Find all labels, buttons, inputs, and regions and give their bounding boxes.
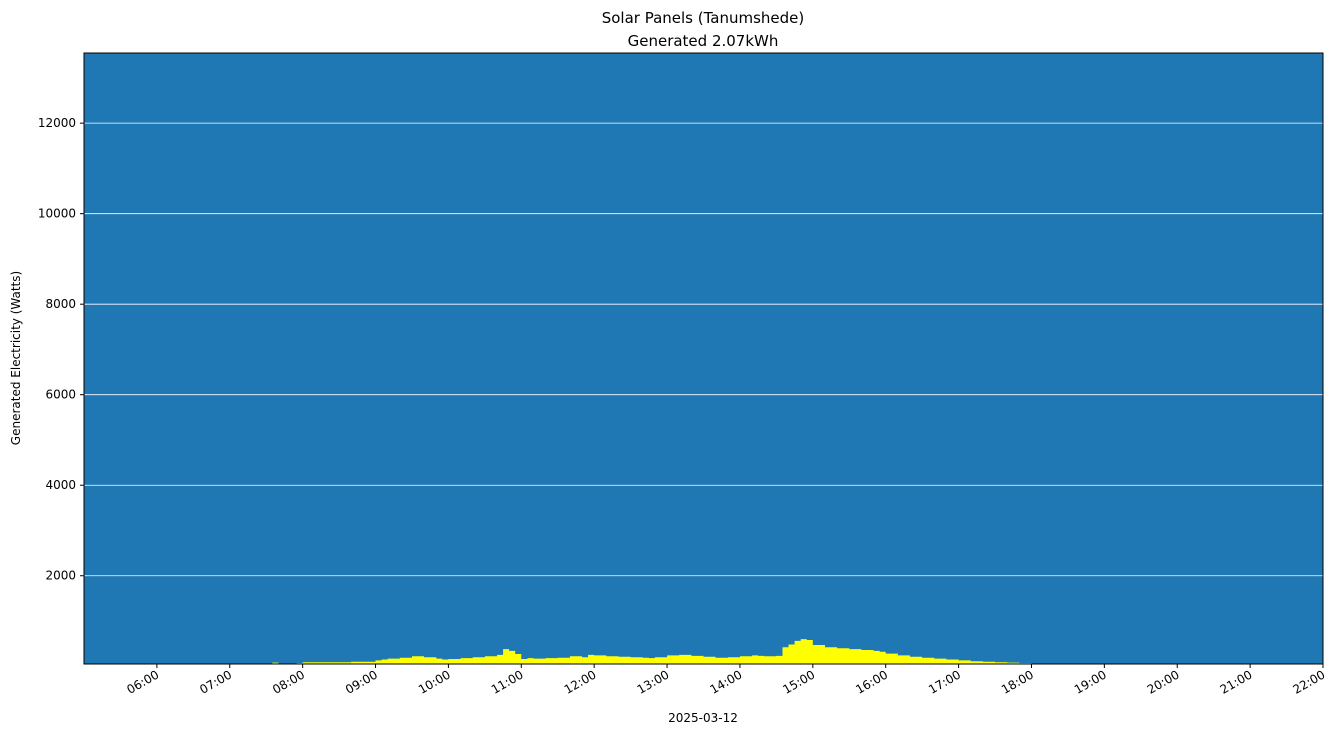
x-tick-label: 19:00 <box>1072 667 1109 696</box>
grid-lines <box>84 122 1323 577</box>
x-tick-label: 07:00 <box>197 667 234 696</box>
y-axis: 2000 4000 6000 8000 10000 12000 <box>38 116 84 583</box>
x-tick-label: 13:00 <box>635 667 672 696</box>
y-axis-label: Generated Electricity (Watts) <box>9 271 23 445</box>
chart-title: Solar Panels (Tanumshede) <box>602 9 805 27</box>
x-tick-label: 20:00 <box>1145 667 1182 696</box>
y-tick-label: 6000 <box>45 388 76 402</box>
x-axis-label: 2025-03-12 <box>668 711 738 725</box>
y-tick-label: 2000 <box>45 569 76 583</box>
x-tick-label: 18:00 <box>999 667 1036 696</box>
generation-area <box>272 639 1046 664</box>
x-tick-label: 15:00 <box>780 667 817 696</box>
x-tick-label: 14:00 <box>707 667 744 696</box>
x-tick-label: 22:00 <box>1291 667 1328 696</box>
y-tick-label: 12000 <box>38 116 76 130</box>
series-layer <box>272 639 1046 664</box>
x-tick-label: 11:00 <box>489 667 526 696</box>
x-tick-label: 16:00 <box>853 667 890 696</box>
plot-area <box>84 53 1323 664</box>
x-tick-label: 12:00 <box>562 667 599 696</box>
x-axis: 06:00 07:00 08:00 09:00 10:00 11:00 12:00 13:00… <box>124 664 1328 697</box>
x-tick-label: 17:00 <box>926 667 963 696</box>
y-tick-label: 10000 <box>38 207 76 221</box>
y-tick-label: 4000 <box>45 478 76 492</box>
x-tick-label: 21:00 <box>1218 667 1255 696</box>
x-tick-label: 10:00 <box>416 667 453 696</box>
x-tick-label: 06:00 <box>124 667 161 696</box>
chart-subtitle: Generated 2.07kWh <box>628 32 779 50</box>
plot-frame <box>83 52 1324 665</box>
x-tick-label: 08:00 <box>270 667 307 696</box>
x-tick-label: 09:00 <box>343 667 380 696</box>
y-tick-label: 8000 <box>45 297 76 311</box>
